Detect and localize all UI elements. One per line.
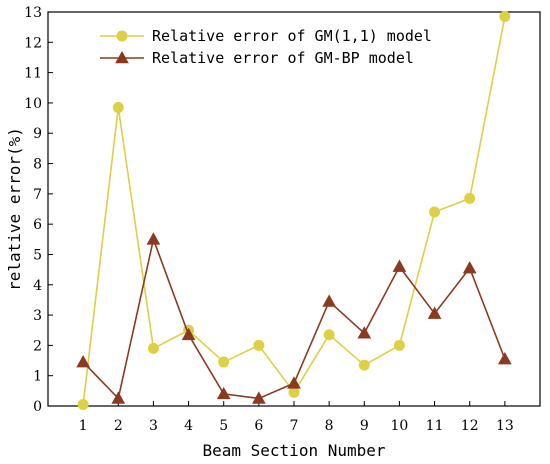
x-axis-title: Beam Section Number	[202, 441, 385, 460]
y-tick-label: 7	[33, 187, 42, 203]
y-tick-label: 6	[33, 217, 42, 233]
x-tick-label: 12	[461, 418, 479, 434]
series-2-point	[287, 376, 301, 389]
x-tick-label: 5	[219, 418, 228, 434]
y-tick-label: 2	[33, 338, 42, 354]
series-2-point	[392, 259, 407, 272]
series-1-line	[82, 16, 506, 405]
x-tick-label: 2	[114, 418, 123, 434]
series-2-point	[427, 306, 442, 319]
series-1-point	[358, 359, 370, 371]
y-tick-label: 4	[33, 278, 42, 294]
legend-marker-1	[116, 30, 128, 42]
series-2-line	[82, 236, 506, 401]
legend: Relative error of GM(1,1) model Relative …	[100, 27, 432, 67]
y-tick-label: 5	[33, 247, 42, 263]
series-1-point	[288, 386, 300, 398]
legend-label-2: Relative error of GM-BP model	[152, 49, 414, 67]
y-tick-label: 0	[33, 399, 42, 415]
series-1	[77, 11, 511, 410]
x-tick-label: 1	[79, 418, 88, 434]
y-tick-label: 3	[33, 308, 42, 324]
series-2-point	[357, 326, 372, 339]
x-tick-label: 13	[496, 418, 514, 434]
series-2-point	[462, 261, 477, 274]
series-2-point	[322, 294, 336, 307]
series-1-point	[393, 339, 405, 351]
y-tick-label: 13	[24, 5, 42, 21]
y-tick-label: 8	[33, 157, 42, 173]
x-tick-label: 3	[149, 418, 158, 434]
series-1-point	[323, 329, 335, 341]
series-2	[76, 232, 512, 404]
y-tick-label: 9	[33, 126, 42, 142]
series-2-point	[181, 327, 196, 341]
x-tick-label: 6	[254, 418, 263, 434]
series-1-point	[218, 356, 230, 368]
y-tick-label: 12	[24, 35, 42, 51]
x-tick-label: 4	[184, 418, 193, 434]
x-tick-label: 9	[360, 418, 369, 434]
x-tick-label: 8	[325, 418, 334, 434]
plot-frame	[47, 11, 541, 407]
series-2-point	[146, 232, 161, 245]
series-1-point	[464, 192, 476, 204]
y-tick-label: 11	[24, 66, 42, 82]
series-1-point	[112, 101, 124, 113]
series-2-point	[498, 351, 512, 365]
series-layer	[76, 11, 512, 410]
series-1-point	[499, 11, 511, 23]
y-axis-title: relative error(%)	[5, 127, 24, 291]
series-1-point	[429, 206, 441, 218]
legend-label-1: Relative error of GM(1,1) model	[152, 27, 432, 45]
series-1-point	[77, 398, 89, 410]
series-2-point	[111, 391, 126, 404]
y-tick-label: 1	[33, 369, 42, 385]
x-tick-label: 7	[290, 418, 299, 434]
series-2-point	[76, 355, 90, 368]
series-2-point	[216, 386, 231, 400]
series-2-point	[252, 391, 266, 404]
series-1-point	[147, 342, 159, 354]
x-tick-label: 11	[426, 418, 444, 434]
legend-marker-2	[115, 50, 129, 64]
x-tick-label: 10	[391, 418, 409, 434]
series-1-point	[253, 339, 265, 351]
y-tick-label: 10	[24, 96, 42, 112]
